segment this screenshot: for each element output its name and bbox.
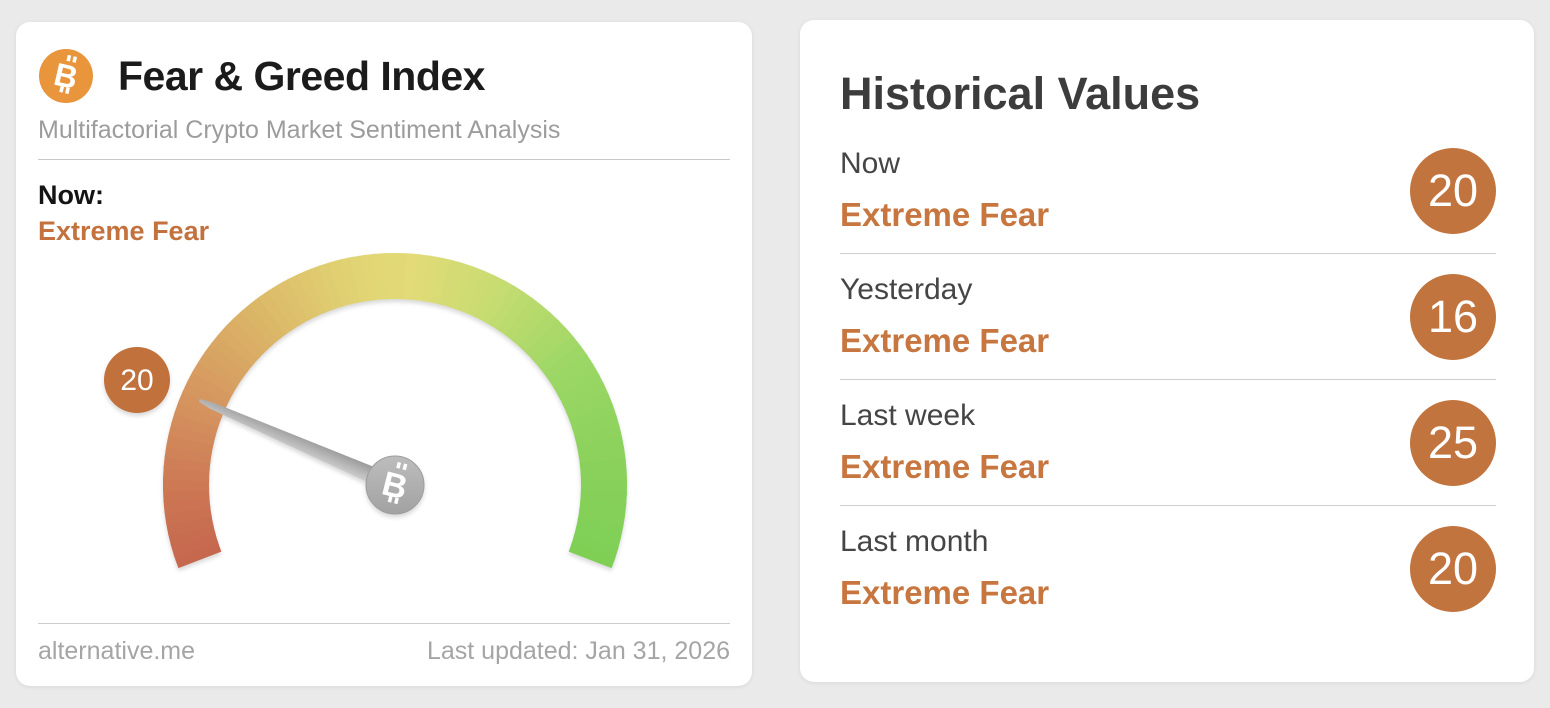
fear-greed-card: B Fear & Greed Index Multifactorial Cryp… [16, 22, 752, 686]
historical-values-title: Historical Values [840, 68, 1201, 119]
gauge-arc [163, 253, 627, 569]
gauge-chart: B 20 [104, 253, 627, 569]
row-label: Last month [840, 525, 989, 558]
gauge-value: 20 [120, 364, 153, 397]
row-sentiment: Extreme Fear [840, 448, 1050, 485]
now-label: Now: [38, 180, 104, 210]
now-sentiment: Extreme Fear [38, 216, 210, 246]
value-badge: 20 [1410, 147, 1496, 234]
history-row-last-week: Last week Extreme Fear 25 [840, 379, 1496, 505]
row-label: Now [840, 147, 901, 180]
historical-values-card: Historical Values Now Extreme Fear 20 Ye… [800, 20, 1534, 682]
card-footer: alternative.me Last updated: Jan 31, 202… [38, 623, 730, 686]
row-label: Last week [840, 399, 976, 432]
history-row-yesterday: Yesterday Extreme Fear 16 [840, 253, 1496, 379]
footer-divider [38, 623, 730, 624]
gauge-hub-bitcoin-icon: B [365, 455, 425, 515]
gauge-needle [198, 399, 399, 494]
value-badge: 25 [1410, 399, 1496, 486]
bitcoin-icon: B [39, 49, 93, 103]
fear-greed-header: B Fear & Greed Index [38, 48, 730, 104]
gauge-value-badge: 20 [104, 347, 170, 413]
history-row-now: Now Extreme Fear 20 [840, 128, 1496, 253]
source-link[interactable]: alternative.me [38, 637, 196, 665]
history-row-last-month: Last month Extreme Fear 20 [840, 505, 1496, 631]
row-sentiment: Extreme Fear [840, 196, 1050, 233]
subtitle: Multifactorial Crypto Market Sentiment A… [38, 116, 561, 144]
header-divider [38, 159, 730, 160]
row-sentiment: Extreme Fear [840, 574, 1050, 611]
row-sentiment: Extreme Fear [840, 322, 1050, 359]
value-badge: 16 [1410, 273, 1496, 360]
page-title: Fear & Greed Index [118, 52, 485, 99]
value-badge: 20 [1410, 525, 1496, 612]
row-label: Yesterday [840, 273, 973, 306]
last-updated-text: Last updated: Jan 31, 2026 [426, 637, 730, 665]
